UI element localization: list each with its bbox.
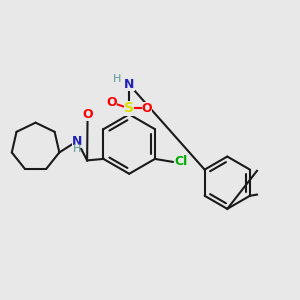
Text: N: N xyxy=(72,135,83,148)
Text: O: O xyxy=(106,96,117,109)
Text: S: S xyxy=(124,101,134,116)
Text: N: N xyxy=(124,78,134,91)
Text: Cl: Cl xyxy=(174,155,188,168)
Text: O: O xyxy=(142,102,152,115)
Text: H: H xyxy=(73,143,81,154)
Text: O: O xyxy=(82,108,93,121)
Text: H: H xyxy=(113,74,122,84)
